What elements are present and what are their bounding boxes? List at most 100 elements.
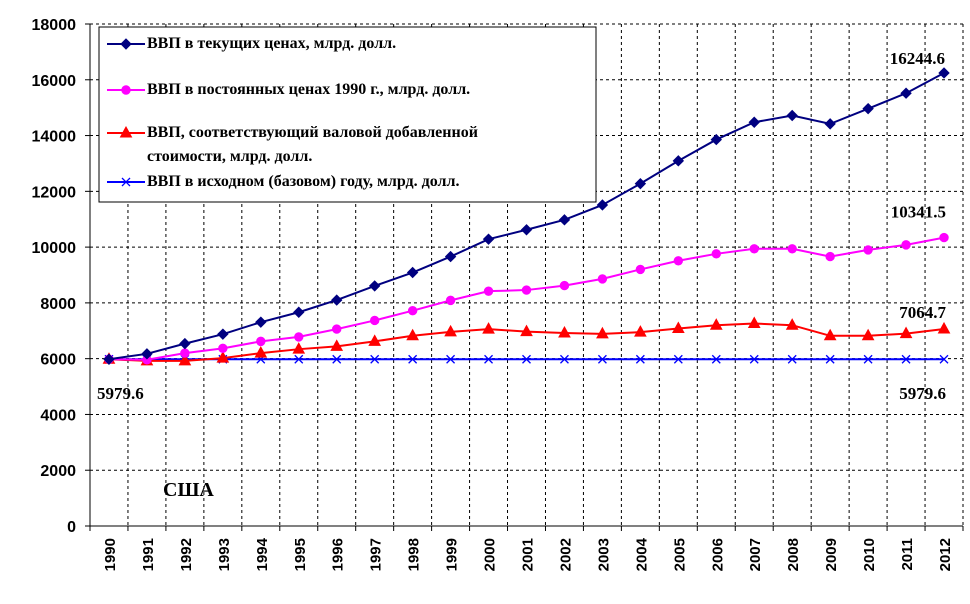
country-label: США [163,479,214,501]
circle-marker [180,348,190,358]
x-tick-labels: 1990 1991 1992 1993 1994 1995 1996 1997 1998 1999… [102,537,954,571]
diamond-marker [482,233,495,245]
x-marker [294,354,304,364]
annotation-label: 10341.5 [891,203,946,222]
triangle-marker [634,325,647,337]
circle-marker [559,280,570,291]
x-marker-stroke [787,354,797,364]
x-tick-label: 1994 [254,537,271,571]
x-marker-stroke [901,354,911,364]
x-tick-label: 1998 [406,538,423,571]
x-tick-label: 1993 [216,538,233,571]
circle-marker [256,336,266,347]
x-marker [446,354,456,364]
triangle-marker [558,325,571,338]
x-tick-label: 1991 [140,538,157,571]
x-marker-stroke [121,177,131,187]
triangle-marker [406,328,419,341]
circle-marker [787,244,797,254]
circle-marker [863,245,873,255]
x-marker [825,354,835,364]
x-tick-label: 1992 [178,538,195,571]
diamond-marker [179,337,191,350]
legend-label: ВВП, соответствующий валовой добавленной [147,124,478,141]
triangle-marker [709,318,723,330]
series-1 [103,67,950,365]
x-marker-stroke [484,354,494,364]
legend: ВВП в текущих ценах, млрд. долл. ВВП в по… [98,26,597,203]
x-marker-stroke [294,354,304,364]
x-marker-stroke [673,354,683,364]
annotation-label: 5979.6 [899,384,946,403]
diamond-marker [900,87,912,99]
x-tick-label: 2001 [520,538,537,571]
x-tick-label: 2010 [861,538,878,571]
diamond-marker [862,102,874,115]
x-marker [408,354,418,364]
diamond-marker [217,328,229,340]
y-tick-label: 4000 [40,407,76,424]
circle-marker [597,274,608,284]
x-marker [559,354,569,364]
diamond-marker [824,118,836,130]
legend-label: ВВП в текущих ценах, млрд. долл. [147,35,396,52]
y-tick-label: 14000 [32,129,77,146]
triangle-marker [785,318,799,330]
y-tick-label: 0 [67,519,76,536]
triangle-marker [444,324,457,337]
triangle-marker [368,334,382,346]
y-tick-label: 16000 [32,73,77,90]
circle-marker [711,249,721,259]
x-marker-stroke [939,354,949,364]
triangle-marker [119,125,133,138]
triangle-marker [747,316,761,329]
circle-marker [521,285,532,295]
circle-marker [673,256,684,266]
triangle-marker [899,326,913,339]
y-tick-label: 8000 [40,296,76,313]
diamond-marker [786,109,798,122]
x-marker [939,354,949,364]
triangle-marker [254,346,268,358]
legend-label: ВВП в исходном (базовом) году, млрд. дол… [147,173,459,190]
x-marker-stroke [559,354,569,364]
x-tick-label: 2002 [557,538,574,571]
x-marker-stroke [711,354,721,364]
diamond-marker [672,155,685,167]
x-marker-stroke [825,354,835,364]
legend-item-3: ВВП, соответствующий валовой добавленной… [107,124,478,165]
x-marker-stroke [863,354,873,364]
x-tick-label: 2006 [709,538,726,571]
x-marker [332,354,342,364]
diamond-marker [596,199,609,211]
x-marker-stroke [635,354,645,364]
x-marker-stroke [332,354,342,364]
circle-marker [407,305,418,316]
x-tick-label: 1996 [330,538,347,571]
circle-marker [332,324,342,334]
triangle-marker [482,322,495,334]
x-tick-label: 2003 [595,538,612,571]
triangle-marker [216,351,230,363]
x-marker-stroke [446,354,456,364]
circle-marker [825,251,835,262]
x-marker [749,354,759,364]
circle-marker [939,232,949,243]
x-tick-label: 2007 [747,538,764,571]
diamond-marker [141,348,153,360]
triangle-marker [596,326,609,339]
diamond-marker [938,67,950,79]
x-marker [863,354,873,364]
diamond-marker [558,214,571,226]
x-marker [484,354,494,364]
diamond-marker [120,38,132,50]
triangle-marker [823,328,837,341]
triangle-marker [937,321,951,334]
x-marker [787,354,797,364]
circle-marker [901,240,911,250]
y-tick-label: 18000 [32,17,77,34]
x-marker-stroke [408,354,418,364]
circle-marker [369,315,380,326]
circle-marker [218,343,228,354]
